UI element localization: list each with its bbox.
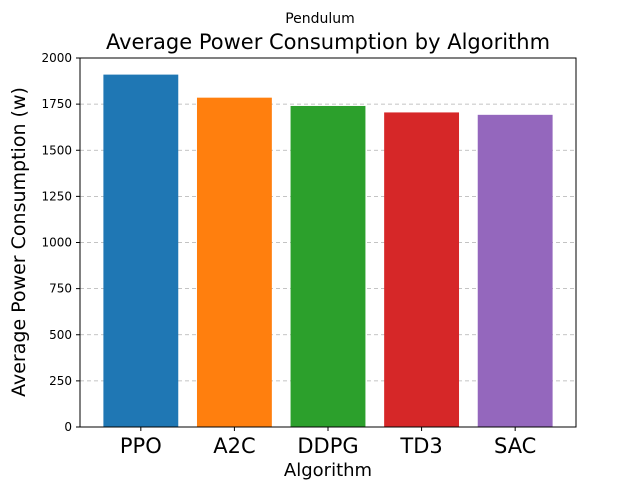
y-axis-label: Average Power Consumption (w) [8, 87, 30, 397]
bar-sac [477, 114, 553, 428]
x-axis-label: Algorithm [284, 460, 372, 480]
bar-td3 [384, 112, 460, 428]
bar-ppo [103, 74, 179, 427]
x-tick-label: SAC [494, 434, 536, 458]
y-axis-ticks: 0 250 500 750 1000 1250 1500 1750 2000 [41, 51, 80, 434]
bar-ddpg [290, 105, 366, 427]
y-tick-label: 1250 [41, 189, 72, 203]
x-tick-label: DDPG [297, 434, 358, 458]
y-tick-label: 1750 [41, 97, 72, 111]
y-tick-label: 750 [49, 282, 72, 296]
y-tick-label: 500 [49, 328, 72, 342]
x-tick-label: PPO [120, 434, 162, 458]
bars [103, 74, 553, 428]
x-tick-label: TD3 [399, 434, 442, 458]
chart-title: Average Power Consumption by Algorithm [106, 30, 550, 54]
y-tick-label: 1000 [41, 236, 72, 250]
x-tick-label: A2C [213, 434, 255, 458]
y-tick-label: 1500 [41, 143, 72, 157]
chart-suptitle: Pendulum [285, 11, 355, 27]
bar-a2c [196, 97, 272, 427]
x-axis-ticks: PPO A2C DDPG TD3 SAC [120, 427, 536, 458]
y-tick-label: 250 [49, 374, 72, 388]
y-tick-label: 2000 [41, 51, 72, 65]
y-tick-label: 0 [64, 420, 72, 434]
